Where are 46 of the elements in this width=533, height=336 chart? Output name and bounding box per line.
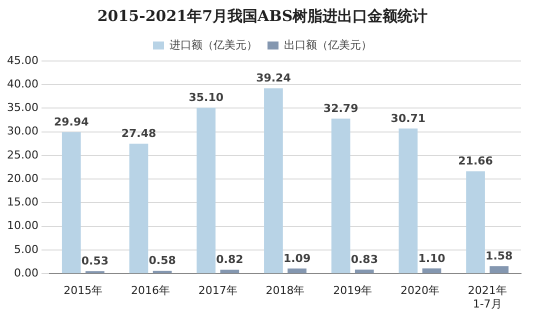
data-label: 35.10: [188, 91, 224, 104]
x-tick-label: 2017年: [198, 284, 238, 298]
x-tick-label: 2021年 1-7月: [468, 284, 507, 310]
bar: [264, 88, 283, 274]
bar: [129, 144, 148, 274]
y-tick-label: 20.00: [6, 172, 38, 185]
data-label: 0.58: [148, 254, 176, 268]
chart-title: 2015-2021年7月我国ABS树脂进出口金额统计: [97, 6, 428, 25]
bar: [466, 171, 485, 274]
x-tick-label: 2018年: [266, 284, 305, 298]
x-tick-label: 2019年: [333, 284, 372, 298]
bar: [422, 268, 442, 274]
legend-label: 出口额（亿美元）: [284, 38, 372, 52]
bar: [62, 132, 81, 274]
bar: [354, 270, 374, 274]
data-label: 29.94: [54, 116, 90, 129]
legend-label: 进口额（亿美元）: [170, 38, 258, 52]
y-tick-label: 15.00: [6, 196, 38, 209]
data-label: 32.79: [323, 102, 358, 116]
data-label: 0.53: [81, 254, 109, 268]
bar: [288, 268, 306, 274]
y-tick-label: 10.00: [6, 219, 38, 232]
bar: [331, 118, 350, 274]
y-tick-label: 35.00: [6, 101, 38, 114]
y-tick-label: 45.00: [6, 54, 38, 67]
x-tick-label: 2016年: [131, 284, 170, 298]
bar: [398, 128, 418, 274]
data-label: 1.10: [418, 252, 446, 265]
x-tick-label: 2015年: [64, 284, 103, 298]
data-label: 21.66: [458, 154, 494, 168]
bar: [196, 108, 216, 274]
data-label: 39.24: [256, 72, 292, 85]
y-tick-label: 5.00: [14, 242, 38, 256]
data-label: 30.71: [390, 112, 426, 125]
y-tick-label: 30.00: [6, 124, 38, 138]
y-tick-label: 0.00: [14, 266, 38, 280]
bar: [490, 266, 509, 274]
y-tick-label: 40.00: [6, 77, 38, 90]
data-label: 27.48: [121, 127, 156, 140]
data-label: 1.09: [283, 252, 311, 265]
y-tick-label: 25.00: [6, 148, 38, 162]
x-tick-label: 2020年: [400, 284, 440, 298]
data-label: 0.82: [216, 253, 244, 266]
bar: [220, 270, 240, 274]
data-label: 1.58: [486, 249, 513, 262]
data-label: 0.83: [350, 253, 378, 266]
